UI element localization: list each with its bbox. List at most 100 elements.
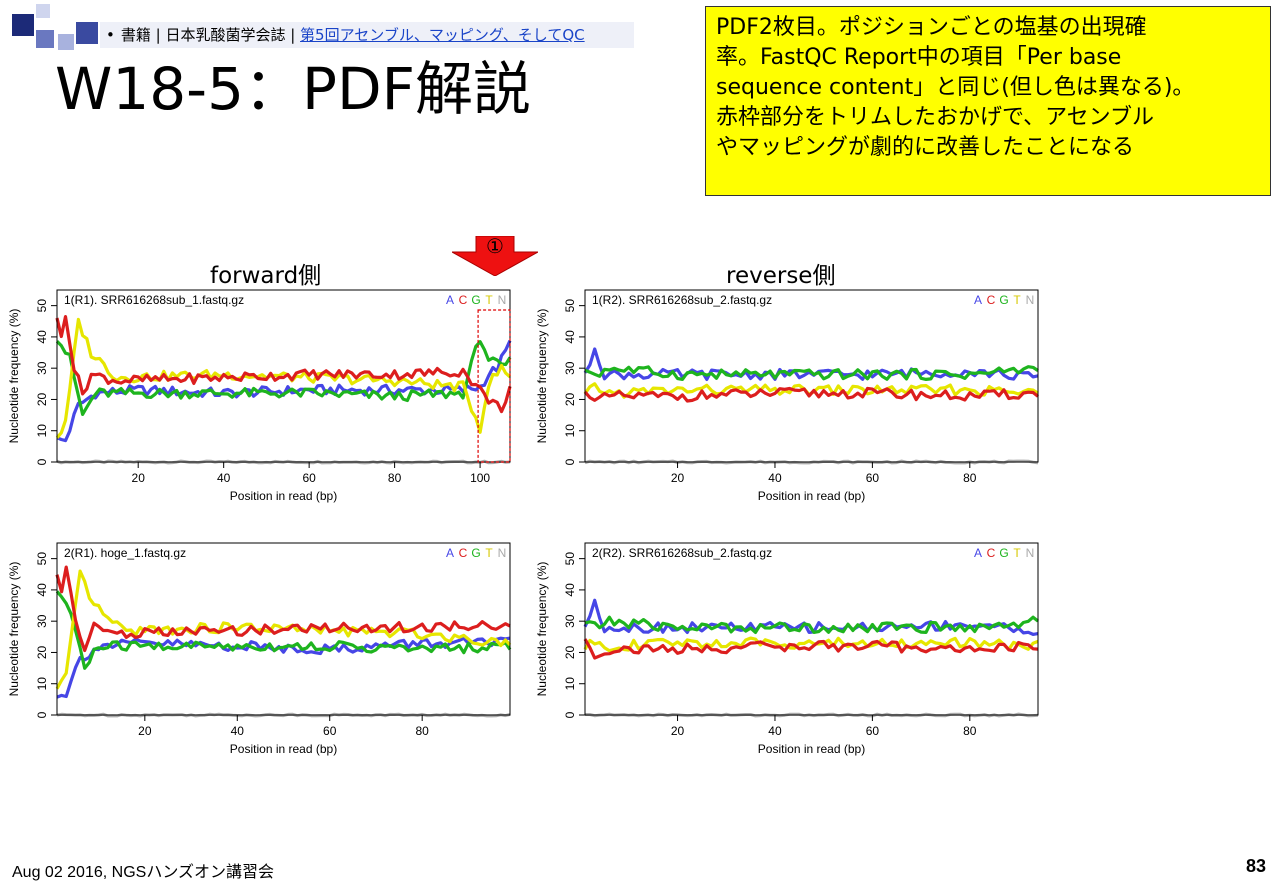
legend-item-G: G bbox=[999, 293, 1008, 307]
chart-title: 1(R2). SRR616268sub_2.fastq.gz bbox=[592, 293, 772, 307]
y-tick-label: 30 bbox=[35, 614, 49, 628]
x-tick-label: 40 bbox=[217, 471, 231, 485]
y-tick-label: 40 bbox=[563, 330, 577, 344]
y-tick-label: 10 bbox=[35, 424, 49, 438]
note-line: 率。FastQC Report中の項目「Per base bbox=[716, 45, 1122, 70]
plot-frame bbox=[584, 289, 1039, 463]
y-tick-label: 20 bbox=[35, 392, 49, 406]
y-tick-label: 30 bbox=[563, 614, 577, 628]
legend-item-A: A bbox=[446, 546, 454, 560]
chart-reverse-r2-second: 20 40 60 80 0 10 20 30 40 50 Position in read (bp)… bbox=[535, 542, 1039, 756]
note-line: やマッピングが劇的に改善したことになる bbox=[716, 135, 1135, 160]
x-tick-label: 20 bbox=[671, 724, 685, 738]
breadcrumb-link[interactable]: 第5回アセンブル、マッピング、そしてQC bbox=[300, 26, 585, 44]
series-line-G bbox=[55, 590, 512, 670]
chart-title: 1(R1). SRR616268sub_1.fastq.gz bbox=[64, 293, 244, 307]
legend-item-G: G bbox=[999, 546, 1008, 560]
legend-item-T: T bbox=[485, 293, 493, 307]
x-tick-label: 80 bbox=[415, 724, 429, 738]
chart-forward-r1: 20 40 60 80 100 0 10 20 30 40 50 Position in read (… bbox=[7, 289, 512, 503]
legend-item-G: G bbox=[471, 546, 480, 560]
series-line-G bbox=[584, 615, 1039, 634]
series-line-T bbox=[55, 317, 512, 439]
plot-frame bbox=[584, 542, 1039, 716]
legend-item-N: N bbox=[1026, 546, 1035, 560]
y-axis-label: Nucleotide frequency (%) bbox=[7, 562, 21, 697]
chart-forward-hoge: 20 40 60 80 0 10 20 30 40 50 Position in read (bp)… bbox=[7, 542, 512, 756]
y-tick-label: 10 bbox=[563, 424, 577, 438]
x-tick-label: 20 bbox=[132, 471, 146, 485]
legend-item-A: A bbox=[446, 293, 454, 307]
legend-item-A: A bbox=[974, 293, 982, 307]
y-tick-label: 50 bbox=[563, 299, 577, 313]
footer-text: Aug 02 2016, NGSハンズオン講習会 bbox=[12, 864, 274, 881]
y-tick-label: 30 bbox=[35, 361, 49, 375]
x-tick-label: 60 bbox=[866, 724, 880, 738]
legend-item-N: N bbox=[498, 293, 507, 307]
y-tick-label: 40 bbox=[563, 583, 577, 597]
x-tick-label: 100 bbox=[470, 471, 490, 485]
y-tick-label: 0 bbox=[563, 458, 577, 465]
legend-item-G: G bbox=[471, 293, 480, 307]
legend-item-C: C bbox=[459, 546, 468, 560]
y-tick-label: 20 bbox=[35, 645, 49, 659]
page-number: 83 bbox=[1245, 856, 1266, 876]
x-tick-label: 80 bbox=[963, 724, 977, 738]
y-tick-label: 20 bbox=[563, 392, 577, 406]
series-line-C bbox=[583, 386, 1039, 403]
slide-title: W18-5：PDF解説 bbox=[55, 55, 531, 123]
legend-item-A: A bbox=[974, 546, 982, 560]
x-tick-label: 60 bbox=[302, 471, 316, 485]
breadcrumb-bullet: • bbox=[106, 26, 115, 44]
y-axis-label: Nucleotide frequency (%) bbox=[7, 309, 21, 444]
y-tick-label: 40 bbox=[35, 583, 49, 597]
note-line: PDF2枚目。ポジションごとの塩基の出現確 bbox=[716, 15, 1147, 40]
legend-item-N: N bbox=[1026, 293, 1035, 307]
reverse-label: reverse側 bbox=[726, 263, 836, 289]
series-line-G bbox=[584, 365, 1039, 381]
legend-item-C: C bbox=[459, 293, 468, 307]
x-tick-label: 80 bbox=[963, 471, 977, 485]
chart-title: 2(R2). SRR616268sub_2.fastq.gz bbox=[592, 546, 772, 560]
x-axis-label: Position in read (bp) bbox=[230, 489, 337, 503]
note-line: 赤枠部分をトリムしたおかげで、アセンブル bbox=[716, 105, 1155, 130]
legend-item-T: T bbox=[1013, 546, 1021, 560]
plot-frame bbox=[56, 542, 511, 716]
x-tick-label: 40 bbox=[768, 471, 782, 485]
legend-item-C: C bbox=[987, 546, 996, 560]
y-tick-label: 20 bbox=[563, 645, 577, 659]
x-tick-label: 20 bbox=[138, 724, 152, 738]
y-tick-label: 0 bbox=[563, 711, 577, 718]
series-line-C bbox=[55, 565, 511, 653]
x-tick-label: 60 bbox=[323, 724, 337, 738]
trim-highlight-box bbox=[477, 309, 511, 463]
y-tick-label: 0 bbox=[35, 711, 49, 718]
x-tick-label: 40 bbox=[231, 724, 245, 738]
y-tick-label: 50 bbox=[563, 552, 577, 566]
x-tick-label: 40 bbox=[768, 724, 782, 738]
legend-item-T: T bbox=[1013, 293, 1021, 307]
y-axis-label: Nucleotide frequency (%) bbox=[535, 309, 549, 444]
x-axis-label: Position in read (bp) bbox=[758, 742, 865, 756]
down-arrow-icon: ① bbox=[452, 236, 538, 276]
x-tick-label: 20 bbox=[671, 471, 685, 485]
y-tick-label: 10 bbox=[563, 677, 577, 691]
callout-number: ① bbox=[486, 236, 504, 258]
y-axis-label: Nucleotide frequency (%) bbox=[535, 562, 549, 697]
y-tick-label: 10 bbox=[35, 677, 49, 691]
breadcrumb-prefix: 書籍 | 日本乳酸菌学会誌 | bbox=[120, 26, 301, 44]
chart-reverse-r2: 20 40 60 80 0 10 20 30 40 50 Position in read (bp)… bbox=[535, 289, 1039, 503]
y-tick-label: 0 bbox=[35, 458, 49, 465]
note-box: PDF2枚目。ポジションごとの塩基の出現確 率。FastQC Report中の項… bbox=[705, 6, 1271, 196]
y-tick-label: 50 bbox=[35, 299, 49, 313]
legend-item-T: T bbox=[485, 546, 493, 560]
series-line-C bbox=[583, 638, 1039, 660]
forward-label: forward側 bbox=[210, 263, 322, 289]
x-axis-label: Position in read (bp) bbox=[230, 742, 337, 756]
x-tick-label: 60 bbox=[866, 471, 880, 485]
chart-title: 2(R1). hoge_1.fastq.gz bbox=[64, 546, 186, 560]
series-line-C bbox=[55, 315, 512, 414]
legend-item-N: N bbox=[498, 546, 507, 560]
series-line-G bbox=[55, 340, 512, 416]
y-tick-label: 30 bbox=[563, 361, 577, 375]
